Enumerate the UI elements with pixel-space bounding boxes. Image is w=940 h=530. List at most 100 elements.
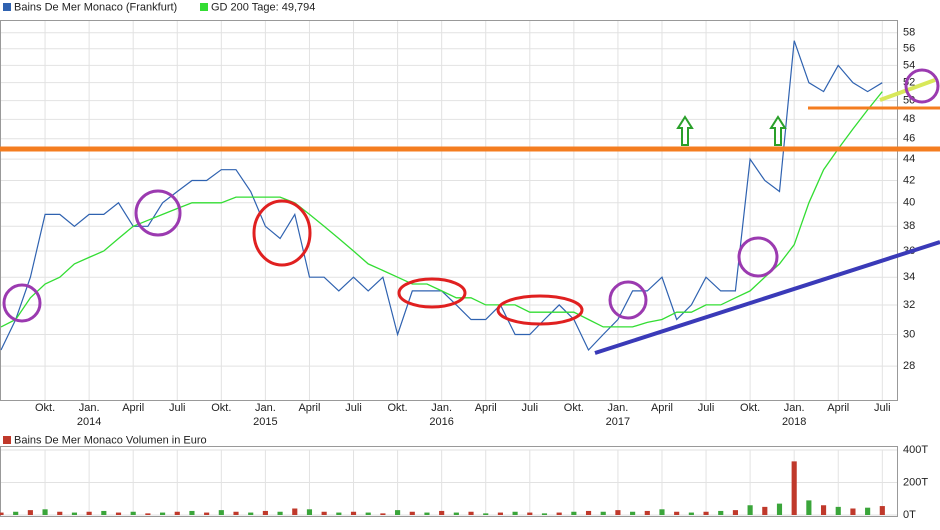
volume-bar — [571, 511, 577, 515]
legend-swatch — [3, 3, 11, 11]
volume-bar — [101, 510, 107, 515]
y-tick-label: 46 — [903, 133, 915, 145]
volume-bar — [321, 511, 327, 515]
x-tick-label: Okt. — [35, 402, 55, 414]
up-arrow — [676, 115, 694, 146]
ellipse-mark — [397, 277, 467, 309]
volume-bar — [630, 511, 636, 515]
volume-bar — [71, 512, 78, 515]
x-tick-label: Jan. — [431, 402, 452, 414]
volume-bar — [791, 461, 797, 515]
x-tick-label: Jan. — [784, 402, 805, 414]
x-tick-label: April — [122, 402, 144, 414]
x-year-label: 2014 — [77, 416, 101, 428]
volume-bar — [204, 512, 210, 515]
x-tick-label: Jan. — [608, 402, 629, 414]
volume-bar — [350, 511, 357, 515]
y-tick-label: 56 — [903, 43, 915, 55]
volume-bar — [806, 500, 812, 515]
volume-bar — [762, 506, 768, 515]
y-tick-label: 34 — [903, 271, 915, 283]
volume-bar — [674, 511, 680, 515]
x-year-label: 2017 — [606, 416, 630, 428]
x-tick-label: Okt. — [564, 402, 584, 414]
trend-line — [594, 240, 940, 355]
legend-label: Bains De Mer Monaco (Frankfurt) — [14, 1, 177, 13]
volume-bar — [233, 511, 239, 515]
volume-bar — [424, 512, 430, 515]
volume-bar — [262, 510, 268, 515]
volume-bar — [57, 511, 63, 515]
legend-swatch — [200, 3, 208, 11]
volume-bar — [277, 511, 283, 515]
x-tick-label: Juli — [522, 402, 539, 414]
volume-bar — [42, 509, 48, 515]
y-tick-label: 32 — [903, 299, 915, 311]
y-tick-label: 42 — [903, 174, 915, 186]
price-line — [0, 91, 883, 328]
x-year-label: 2015 — [253, 416, 277, 428]
volume-bar — [820, 505, 827, 515]
price-legend: Bains De Mer Monaco (Frankfurt) GD 200 T… — [3, 1, 315, 13]
volume-bar — [395, 510, 401, 515]
x-tick-label: April — [475, 402, 497, 414]
x-tick-label: April — [651, 402, 673, 414]
x-tick-label: April — [827, 402, 849, 414]
volume-bar — [292, 508, 298, 515]
volume-bar — [776, 503, 783, 515]
volume-bar — [248, 512, 254, 515]
x-tick-label: Okt. — [740, 402, 760, 414]
circle-mark — [904, 68, 940, 104]
volume-bar — [541, 513, 548, 515]
y-tick-label: 38 — [903, 220, 915, 232]
ellipse-mark — [496, 294, 584, 326]
y-tick-label: 28 — [903, 360, 915, 372]
x-tick-label: Juli — [345, 402, 362, 414]
volume-bar — [189, 510, 195, 515]
volume-bar — [835, 506, 841, 515]
volume-bar — [86, 511, 92, 515]
volume-bar — [527, 512, 533, 515]
volume-bar — [615, 510, 621, 515]
volume-bar — [27, 510, 33, 515]
y-tick-label: 54 — [903, 59, 915, 71]
volume-frame — [0, 446, 898, 517]
volume-bar — [497, 512, 503, 515]
volume-bar — [644, 510, 650, 515]
volume-bar — [600, 511, 606, 515]
x-tick-label: Okt. — [388, 402, 408, 414]
volume-bar — [556, 512, 562, 515]
legend-swatch — [3, 436, 11, 444]
x-tick-label: Jan. — [79, 402, 100, 414]
volume-bar — [703, 511, 709, 515]
volume-bar — [659, 509, 665, 515]
volume-bar — [439, 510, 445, 515]
volume-bar — [160, 512, 166, 515]
volume-bar — [365, 512, 371, 515]
y-tick-label: 44 — [903, 153, 915, 165]
volume-bar — [879, 506, 885, 515]
volume-bar — [732, 510, 738, 515]
up-arrow — [769, 115, 787, 146]
annotations — [0, 68, 940, 355]
y-tick-label: 48 — [903, 113, 915, 125]
y-tick-label: 40 — [903, 197, 915, 209]
x-tick-label: Juli — [874, 402, 891, 414]
volume-bar — [512, 511, 518, 515]
circle-mark — [134, 189, 182, 237]
volume-bar — [585, 510, 592, 515]
volume-bar — [468, 511, 474, 515]
volume-bar — [336, 512, 342, 515]
y-tick-label: 400T — [903, 444, 928, 456]
y-tick-label: 200T — [903, 476, 928, 488]
volume-bar — [688, 512, 694, 515]
volume-bar — [850, 508, 856, 515]
price-frame — [0, 20, 898, 401]
volume-bar — [0, 512, 4, 515]
x-year-label: 2016 — [429, 416, 453, 428]
x-tick-label: Juli — [698, 402, 715, 414]
circle-mark — [2, 283, 42, 323]
volume-bar — [13, 511, 19, 515]
x-tick-label: April — [298, 402, 320, 414]
